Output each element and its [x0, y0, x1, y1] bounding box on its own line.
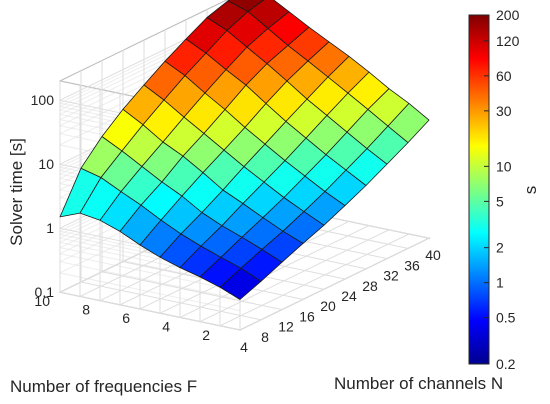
y-axis-label: Number of frequencies F: [10, 377, 197, 396]
colorbar-tick-label: 0.2: [496, 356, 516, 372]
z-tick-label: 100: [31, 92, 55, 108]
colorbar-tick-label: 10: [496, 158, 512, 174]
x-axis-label: Number of channels N: [334, 374, 503, 393]
z-tick-label: 0.1: [35, 284, 55, 300]
colorbar: [468, 14, 490, 365]
surface: [59, 0, 430, 300]
x-tick-label: 40: [425, 247, 441, 263]
x-tick-label: 36: [404, 257, 420, 273]
x-tick-label: 28: [362, 278, 378, 294]
colorbar-label: s: [521, 186, 540, 195]
colorbar-tick-label: 1: [496, 275, 504, 291]
colorbar-tick-label: 0.5: [496, 310, 516, 326]
y-tick-label: 8: [82, 302, 90, 318]
colorbar-tick-label: 120: [496, 33, 520, 49]
colorbar-tick-label: 30: [496, 103, 512, 119]
colorbar-tick-label: 5: [496, 193, 504, 209]
x-tick-label: 32: [383, 268, 399, 284]
colorbar-tick-label: 60: [496, 68, 512, 84]
colorbar-tick-label: 200: [496, 7, 520, 23]
z-tick-label: 10: [38, 156, 54, 172]
y-tick-label: 6: [122, 310, 130, 326]
x-tick-label: 16: [299, 308, 315, 324]
z-tick-label: 1: [46, 220, 54, 236]
colorbar-tick-label: 2: [496, 240, 504, 256]
x-tick-label: 24: [341, 288, 357, 304]
y-tick-label: 2: [202, 327, 210, 343]
z-axis-label: Solver time [s]: [7, 138, 26, 246]
colorbar-ticks: 0.2 0.5 1 2 5 10 30 60 120 200: [484, 7, 520, 372]
surface-patch: [387, 103, 430, 144]
y-tick-label: 10: [34, 293, 50, 309]
x-tick-label: 4: [240, 339, 248, 355]
y-tick-label: 4: [162, 318, 170, 334]
x-tick-label: 12: [278, 319, 294, 335]
x-tick-label: 8: [261, 329, 269, 345]
x-tick-label: 20: [320, 298, 336, 314]
